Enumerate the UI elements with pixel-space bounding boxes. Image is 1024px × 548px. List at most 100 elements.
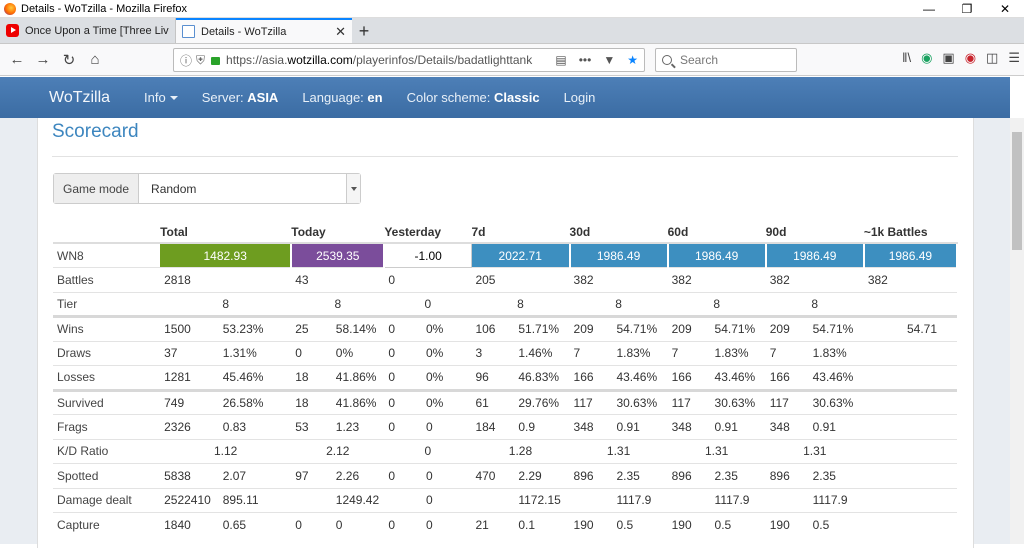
count-value: 896	[573, 468, 594, 483]
column-header: 30d	[569, 221, 668, 244]
column-header: 60d	[667, 221, 766, 244]
table-cell: 1482.93	[160, 242, 293, 268]
page-actions-icon[interactable]: •••	[578, 53, 592, 67]
site-brand[interactable]: WoTzilla	[49, 88, 111, 106]
count-value: 53	[295, 419, 309, 434]
forward-icon[interactable]: →	[35, 51, 51, 68]
rate-value: 43.46%	[812, 370, 854, 385]
rate-value: 0	[426, 518, 433, 532]
table-cell: 1986.49	[765, 242, 865, 268]
table-cell: 166 43.46%	[667, 365, 766, 390]
info-menu[interactable]: Info	[144, 90, 178, 105]
table-cell: 106 51.71%	[471, 315, 570, 341]
rate-value: 2.29	[518, 468, 542, 483]
table-cell: 8	[160, 291, 292, 317]
window-controls: — ❐ ✕	[910, 0, 1024, 18]
youtube-icon	[6, 24, 19, 37]
rate-value: 2.35	[714, 468, 738, 483]
table-row: Draws 37 1.31% 0 0% 0 0% 3 1.46% 7 1.83% 7 1.83% 7 1.8…	[53, 340, 957, 366]
login-link[interactable]: Login	[563, 90, 596, 105]
count-value: 209	[573, 322, 594, 337]
table-cell: 7 1.83%	[569, 340, 668, 366]
lock-icon[interactable]	[211, 57, 221, 65]
table-cell: 61 29.76%	[471, 388, 570, 415]
rate-value: 0.91	[616, 419, 640, 434]
table-cell: 1117.9	[569, 487, 668, 513]
home-icon[interactable]: ⌂	[90, 51, 100, 68]
rate-value: 2.07	[222, 468, 247, 483]
server-menu[interactable]: Server: ASIA	[201, 90, 279, 105]
table-cell: 896 2.35	[569, 463, 668, 488]
reload-icon[interactable]: ↻	[62, 51, 76, 69]
count-value: 0	[388, 419, 396, 434]
url-bar[interactable]: ⓘ ⛨ https://asia.wotzilla.com/playerinfo…	[173, 48, 645, 72]
search-icon	[662, 55, 672, 65]
rate-value: 0%	[426, 395, 444, 410]
bookmark-star-icon[interactable]: ★	[627, 53, 638, 67]
table-row: Tier 8 8 0 8 8 8 8	[53, 291, 957, 317]
table-cell: 0 0%	[384, 388, 472, 415]
table-cell: 1.12	[160, 438, 292, 464]
game-mode-select[interactable]: Game mode Random	[53, 173, 361, 204]
url-text[interactable]: https://asia.wotzilla.com/playerinfos/De…	[226, 53, 533, 67]
window-titlebar: Details - WoTzilla - Mozilla Firefox — ❐…	[0, 0, 1024, 18]
color-scheme-menu[interactable]: Color scheme: Classic	[406, 90, 540, 105]
pinterest-icon[interactable]: ◉	[964, 50, 977, 65]
grammarly-icon[interactable]: ◉	[921, 50, 933, 65]
table-cell: 5838 2.07	[160, 463, 292, 488]
scorecard-table: Total Today Yesterday 7d 30d 60d 90d ~1k Battle…	[53, 221, 959, 537]
count-value: 0	[388, 395, 396, 410]
rate-value: 0.5	[616, 518, 634, 532]
scrollbar-thumb[interactable]	[1012, 132, 1022, 250]
window-title: Details - WoTzilla - Mozilla Firefox	[21, 2, 188, 15]
info-icon[interactable]: ⓘ	[180, 53, 193, 68]
pocket-icon[interactable]: ▼	[603, 53, 616, 67]
count-value: 0	[295, 518, 302, 532]
library-icon[interactable]: ‖\	[902, 50, 912, 65]
rate-value: 53.23%	[222, 322, 264, 337]
tab-once-upon-a-time[interactable]: Once Upon a Time [Three Live	[0, 18, 176, 43]
chevron-down-icon[interactable]	[346, 174, 360, 203]
count-value: 21	[475, 518, 489, 532]
new-tab-button[interactable]: +	[358, 21, 370, 41]
close-window-icon[interactable]: ✕	[999, 2, 1011, 16]
table-cell: 209 54.71%	[667, 315, 766, 341]
table-cell	[863, 463, 957, 488]
tab-label: Details - WoTzilla	[201, 25, 287, 38]
close-tab-icon[interactable]: ✕	[335, 23, 346, 39]
restore-icon[interactable]: ❐	[961, 2, 973, 16]
search-field[interactable]: Search	[655, 48, 797, 72]
table-cell: 117 30.63%	[765, 388, 864, 415]
table-cell: 896 2.35	[765, 463, 864, 488]
rate-value: 0%	[426, 322, 444, 337]
minimize-icon[interactable]: —	[923, 2, 935, 16]
back-icon[interactable]: ←	[9, 51, 25, 68]
table-row: Survived 749 26.58% 18 41.86% 0 0% 61 29.76% 117 3…	[53, 388, 957, 415]
scrollbar[interactable]	[1010, 118, 1024, 544]
count-value: 7	[573, 346, 581, 361]
rate-value: 0.83	[222, 419, 247, 434]
table-cell	[863, 340, 957, 366]
save-icon[interactable]: ▣	[942, 50, 955, 65]
count-value: 106	[475, 322, 496, 337]
tab-details-wotzilla[interactable]: Details - WoTzilla ✕	[176, 18, 352, 43]
rate-value: 2.35	[616, 468, 640, 483]
column-header: Yesterday	[384, 221, 472, 244]
menu-icon[interactable]: ☰	[1008, 50, 1020, 65]
tracking-shield-icon[interactable]: ⛨	[196, 52, 206, 67]
table-cell: 18 41.86%	[291, 388, 385, 415]
table-cell: 8	[569, 291, 668, 317]
count-value	[295, 493, 336, 507]
table-cell: 3 1.46%	[471, 340, 570, 366]
reader-view-icon[interactable]: ▤	[555, 53, 567, 67]
table-cell: 190 0.5	[765, 512, 864, 537]
rate-value: 0%	[426, 370, 444, 385]
count-value: 0	[388, 518, 396, 532]
table-cell: 54.71	[863, 315, 957, 341]
language-menu[interactable]: Language: en	[302, 90, 383, 105]
game-mode-value[interactable]: Random	[151, 181, 197, 196]
sidebar-icon[interactable]: ◫	[986, 50, 999, 65]
row-label: WN8	[53, 242, 161, 268]
table-cell: -1.00	[383, 242, 472, 268]
